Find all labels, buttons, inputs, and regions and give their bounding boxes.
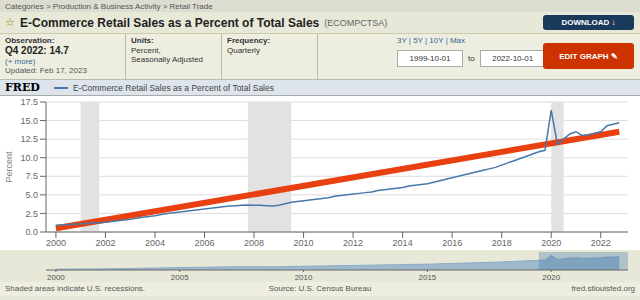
html-text:1999-10-01: 1999-10-01: [409, 54, 451, 63]
svg-text:5.0: 5.0: [25, 190, 38, 200]
html-text:to: to: [468, 54, 475, 63]
html-text:Categories > Production & Busi: Categories > Production & Business Activ…: [5, 1, 213, 11]
html-text:FRED: FRED: [5, 81, 40, 94]
html-text:Quarterly: Quarterly: [227, 45, 260, 55]
svg-text:7.5: 7.5: [25, 171, 38, 181]
html-text:E-Commerce Retail Sales as a P: E-Commerce Retail Sales as a Percent of …: [72, 82, 274, 93]
svg-text:17.5: 17.5: [20, 97, 38, 107]
svg-text:2004: 2004: [145, 238, 165, 248]
svg-text:0.0: 0.0: [25, 227, 38, 237]
html-text:Seasonally Adjusted: Seasonally Adjusted: [131, 55, 204, 65]
svg-text:2022: 2022: [591, 238, 611, 248]
html-text:EDIT GRAPH ✎: EDIT GRAPH ✎: [559, 51, 618, 61]
html-text:Updated: Feb 17, 2023: Updated: Feb 17, 2023: [5, 65, 87, 75]
html-text:Units:: Units:: [131, 36, 154, 45]
html-text:Q4 2022: 14.7: Q4 2022: 14.7: [5, 45, 69, 57]
html-text:fred.stlouisfed.org: fred.stlouisfed.org: [571, 284, 635, 293]
svg-text:Percent: Percent: [4, 151, 14, 183]
svg-text:2020: 2020: [541, 238, 561, 248]
svg-text:15.0: 15.0: [20, 116, 38, 126]
html-text:3Y | 5Y | 10Y | Max: 3Y | 5Y | 10Y | Max: [397, 36, 466, 45]
svg-text:2010: 2010: [295, 273, 313, 282]
svg-text:2012: 2012: [343, 238, 363, 248]
svg-text:2014: 2014: [393, 238, 413, 248]
svg-text:2000: 2000: [47, 273, 65, 282]
svg-text:2002: 2002: [95, 238, 115, 248]
svg-text:2006: 2006: [194, 238, 214, 248]
html-text:Observation:: Observation:: [5, 36, 55, 45]
html-text:DOWNLOAD ↓: DOWNLOAD ↓: [561, 18, 616, 27]
html-text:☆ E-Commerce Retail Sales as a: ☆ E-Commerce Retail Sales as a Percent o…: [5, 15, 388, 30]
svg-text:2015: 2015: [418, 273, 436, 282]
svg-text:2005: 2005: [171, 273, 189, 282]
svg-text:2008: 2008: [244, 238, 264, 248]
svg-text:10.0: 10.0: [20, 153, 38, 163]
html-text:2022-10-01: 2022-10-01: [492, 54, 534, 63]
svg-text:2010: 2010: [294, 238, 314, 248]
svg-text:12.5: 12.5: [20, 134, 38, 144]
html-text:Percent,: Percent,: [131, 45, 161, 55]
svg-text:2018: 2018: [492, 238, 512, 248]
html-text:Source: U.S. Census Bureau: Source: U.S. Census Bureau: [268, 284, 372, 293]
svg-text:2016: 2016: [442, 238, 462, 248]
svg-text:2020: 2020: [542, 273, 560, 282]
html-text:Frequency:: Frequency:: [227, 36, 271, 45]
svg-text:2.5: 2.5: [25, 209, 38, 219]
html-text:(+ more): (+ more): [5, 56, 36, 66]
html-text:Shaded areas indicate U.S. rec: Shaded areas indicate U.S. recessions.: [5, 284, 146, 293]
svg-text:2000: 2000: [46, 238, 66, 248]
